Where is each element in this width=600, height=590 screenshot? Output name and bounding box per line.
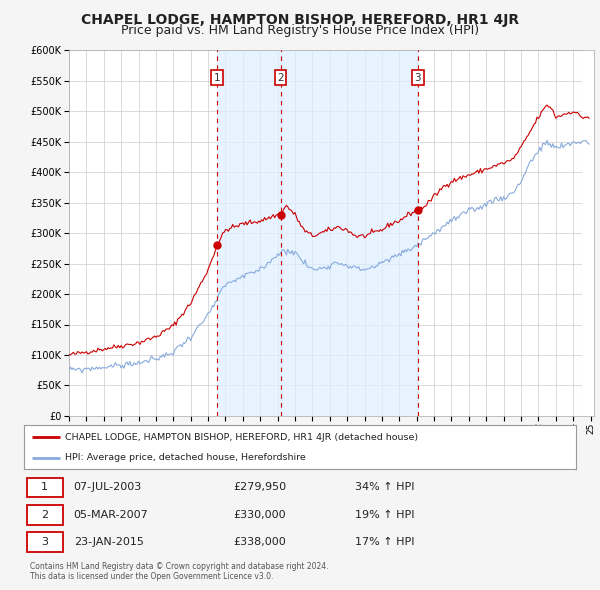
Text: Price paid vs. HM Land Registry's House Price Index (HPI): Price paid vs. HM Land Registry's House … <box>121 24 479 37</box>
Text: 3: 3 <box>41 537 48 547</box>
Text: 1: 1 <box>214 73 220 83</box>
Text: 34% ↑ HPI: 34% ↑ HPI <box>355 483 415 493</box>
Text: 3: 3 <box>415 73 421 83</box>
Text: 19% ↑ HPI: 19% ↑ HPI <box>355 510 415 520</box>
Text: 2: 2 <box>41 510 48 520</box>
Text: 2: 2 <box>277 73 284 83</box>
Text: £338,000: £338,000 <box>234 537 287 547</box>
Text: 05-MAR-2007: 05-MAR-2007 <box>74 510 148 520</box>
Text: £279,950: £279,950 <box>234 483 287 493</box>
FancyBboxPatch shape <box>27 532 62 552</box>
Text: 1: 1 <box>41 483 48 493</box>
FancyBboxPatch shape <box>27 505 62 525</box>
Text: CHAPEL LODGE, HAMPTON BISHOP, HEREFORD, HR1 4JR: CHAPEL LODGE, HAMPTON BISHOP, HEREFORD, … <box>81 13 519 27</box>
Text: Contains HM Land Registry data © Crown copyright and database right 2024.
This d: Contains HM Land Registry data © Crown c… <box>30 562 329 581</box>
Text: CHAPEL LODGE, HAMPTON BISHOP, HEREFORD, HR1 4JR (detached house): CHAPEL LODGE, HAMPTON BISHOP, HEREFORD, … <box>65 432 419 442</box>
Bar <box>582 50 594 416</box>
Text: £330,000: £330,000 <box>234 510 286 520</box>
Text: HPI: Average price, detached house, Herefordshire: HPI: Average price, detached house, Here… <box>65 454 306 463</box>
FancyBboxPatch shape <box>27 477 62 497</box>
Text: 07-JUL-2003: 07-JUL-2003 <box>74 483 142 493</box>
Bar <box>281 50 418 416</box>
Bar <box>217 50 281 416</box>
Bar <box>582 50 594 416</box>
Text: 23-JAN-2015: 23-JAN-2015 <box>74 537 143 547</box>
Text: 17% ↑ HPI: 17% ↑ HPI <box>355 537 415 547</box>
